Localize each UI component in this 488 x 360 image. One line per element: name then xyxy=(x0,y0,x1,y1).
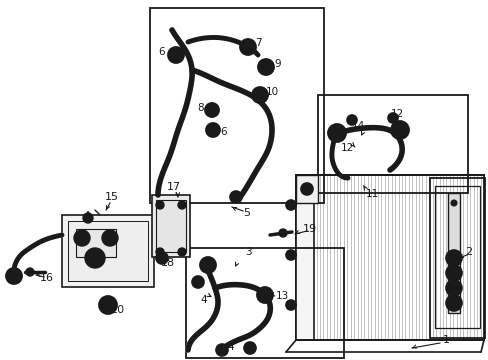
Bar xyxy=(434,186,479,328)
Bar xyxy=(68,221,148,281)
Circle shape xyxy=(449,269,457,277)
Circle shape xyxy=(258,59,273,75)
Text: 6: 6 xyxy=(159,47,165,57)
Circle shape xyxy=(178,248,185,256)
Circle shape xyxy=(332,129,340,137)
Bar xyxy=(295,175,483,340)
Text: 10: 10 xyxy=(265,87,278,97)
Circle shape xyxy=(156,252,168,264)
Circle shape xyxy=(279,229,286,237)
Circle shape xyxy=(168,47,183,63)
Circle shape xyxy=(204,103,219,117)
Circle shape xyxy=(10,272,18,280)
Text: 16: 16 xyxy=(40,273,54,283)
Circle shape xyxy=(102,230,118,246)
Circle shape xyxy=(387,113,397,123)
Circle shape xyxy=(251,87,267,103)
Circle shape xyxy=(205,123,220,137)
Text: 11: 11 xyxy=(365,189,378,199)
Text: 8: 8 xyxy=(197,103,204,113)
Circle shape xyxy=(449,254,457,262)
Circle shape xyxy=(450,200,456,206)
Text: 1: 1 xyxy=(442,335,448,345)
Text: 20: 20 xyxy=(110,305,124,315)
Text: 17: 17 xyxy=(166,182,181,192)
Circle shape xyxy=(244,43,251,51)
Circle shape xyxy=(244,342,256,354)
Text: 7: 7 xyxy=(254,38,261,48)
Text: 12: 12 xyxy=(340,143,353,153)
Circle shape xyxy=(229,191,242,203)
Circle shape xyxy=(209,127,216,133)
Circle shape xyxy=(390,121,408,139)
Bar xyxy=(76,229,116,257)
Bar xyxy=(62,215,154,287)
Circle shape xyxy=(285,300,295,310)
Bar xyxy=(295,175,313,340)
Text: 18: 18 xyxy=(161,258,175,268)
Circle shape xyxy=(445,265,461,281)
Circle shape xyxy=(346,115,356,125)
Circle shape xyxy=(192,276,203,288)
Circle shape xyxy=(103,300,113,310)
Circle shape xyxy=(156,248,163,256)
Text: 4: 4 xyxy=(200,295,207,305)
Circle shape xyxy=(159,255,164,261)
Bar xyxy=(429,178,484,338)
Text: 4: 4 xyxy=(227,342,234,352)
Circle shape xyxy=(178,201,185,209)
Circle shape xyxy=(285,250,295,260)
Bar xyxy=(295,175,317,203)
Bar xyxy=(152,195,190,257)
Circle shape xyxy=(172,51,180,59)
Circle shape xyxy=(240,39,256,55)
Circle shape xyxy=(156,201,163,209)
Circle shape xyxy=(262,63,269,71)
Circle shape xyxy=(257,287,272,303)
Circle shape xyxy=(85,248,105,268)
Text: 19: 19 xyxy=(303,224,316,234)
Circle shape xyxy=(203,261,212,269)
Circle shape xyxy=(301,183,312,195)
Text: 12: 12 xyxy=(389,109,403,119)
Text: 14: 14 xyxy=(351,121,364,131)
Circle shape xyxy=(261,291,268,299)
Bar xyxy=(150,8,324,203)
Bar xyxy=(185,248,343,358)
Bar xyxy=(447,193,459,313)
Circle shape xyxy=(445,280,461,296)
Circle shape xyxy=(74,230,90,246)
Circle shape xyxy=(6,268,22,284)
Text: 9: 9 xyxy=(274,59,281,69)
Circle shape xyxy=(83,213,93,223)
Circle shape xyxy=(449,284,457,292)
Circle shape xyxy=(256,91,264,99)
Text: 3: 3 xyxy=(244,247,251,257)
Circle shape xyxy=(449,299,457,307)
Circle shape xyxy=(327,124,346,142)
Circle shape xyxy=(216,344,227,356)
Bar xyxy=(317,95,467,193)
Circle shape xyxy=(26,268,34,276)
Circle shape xyxy=(395,126,403,134)
Text: 5: 5 xyxy=(243,208,250,218)
Text: 15: 15 xyxy=(105,192,119,202)
Circle shape xyxy=(285,200,295,210)
Circle shape xyxy=(445,295,461,311)
Circle shape xyxy=(99,296,117,314)
Circle shape xyxy=(200,257,216,273)
Circle shape xyxy=(445,250,461,266)
Text: 6: 6 xyxy=(220,127,227,137)
Bar xyxy=(156,200,185,252)
Text: 13: 13 xyxy=(275,291,288,301)
Text: 2: 2 xyxy=(465,247,471,257)
